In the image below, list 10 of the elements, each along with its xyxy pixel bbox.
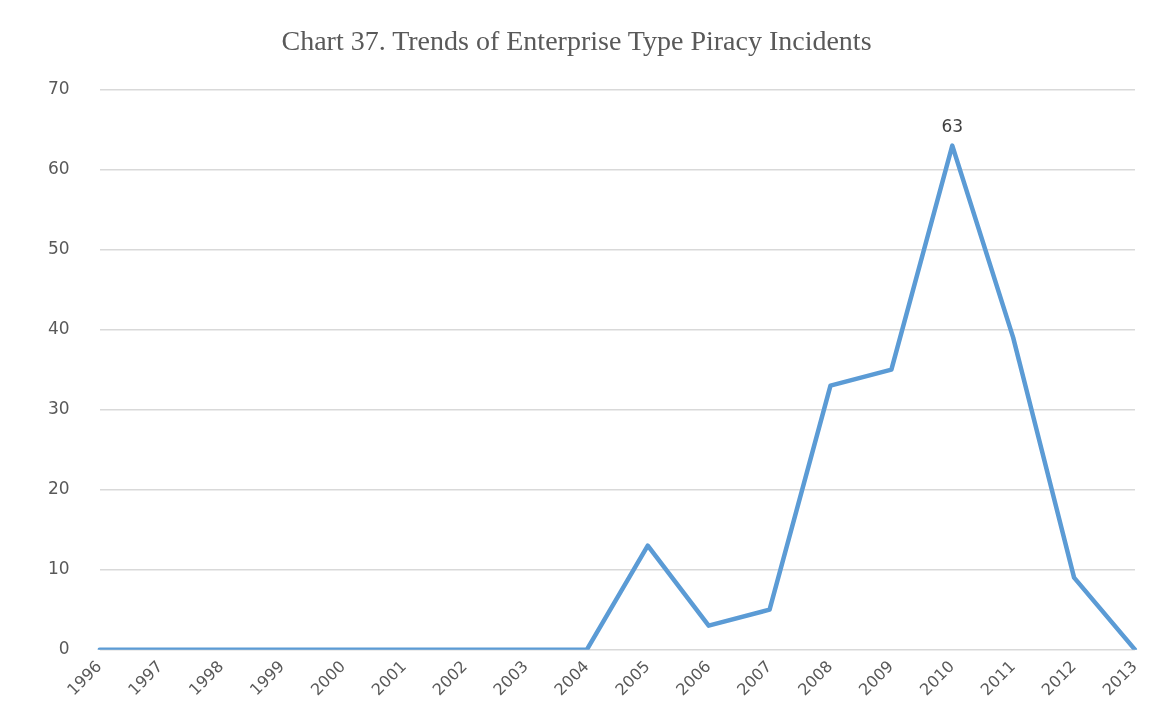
y-tick-label: 10 [47,558,70,579]
y-tick-label: 30 [47,398,70,419]
data-label: 63 [941,115,964,136]
y-tick-label: 40 [47,318,70,339]
chart-title: Chart 37. Trends of Enterprise Type Piracy Incidents [281,25,872,57]
y-tick-label: 50 [47,238,70,259]
y-tick-label: 70 [47,78,70,99]
y-tick-label: 0 [58,638,70,659]
y-tick-label: 60 [47,158,70,179]
y-tick-label: 20 [47,478,70,499]
